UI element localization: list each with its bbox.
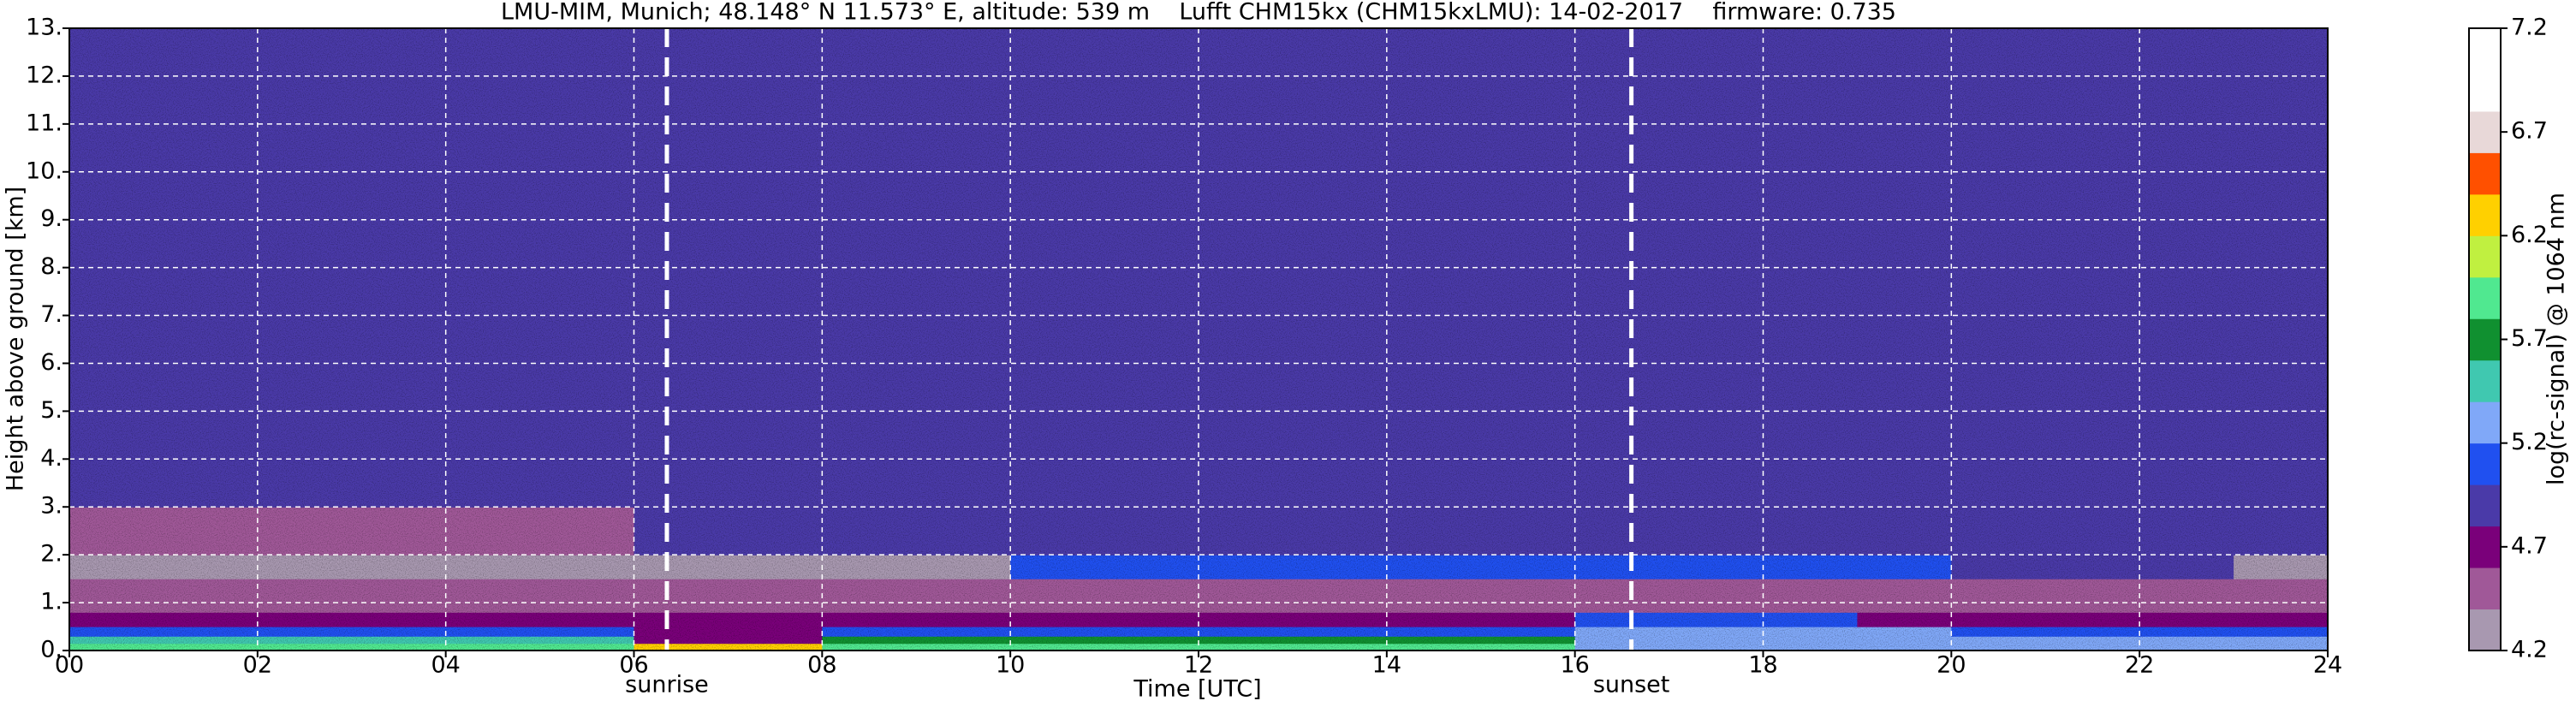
colorbar-tick-label: 4.2 <box>2511 637 2548 663</box>
y-tick-label: 0. <box>40 637 62 663</box>
annotation-label: sunrise <box>625 672 709 698</box>
y-tick-label: 5. <box>40 397 62 424</box>
colorbar-segment <box>2469 193 2501 236</box>
colorbar-segment <box>2469 110 2501 153</box>
y-tick-label: 2. <box>40 541 62 567</box>
colorbar-tick-label: 5.2 <box>2511 429 2548 455</box>
x-axis-label: Time [UTC] <box>1133 676 1261 703</box>
colorbar-segment <box>2469 276 2501 319</box>
colorbar-tick-label: 4.7 <box>2511 532 2548 559</box>
y-tick-label: 6. <box>40 349 62 376</box>
colorbar-segment <box>2469 359 2501 402</box>
y-tick-label: 13. <box>26 15 62 41</box>
y-axis-label: Height above ground [km] <box>3 187 29 491</box>
colorbar-tick-label: 5.7 <box>2511 325 2548 352</box>
plot-frame <box>68 27 2329 651</box>
colorbar-tick-label: 6.2 <box>2511 222 2548 248</box>
y-tick-label: 4. <box>40 445 62 472</box>
colorbar-segment <box>2469 609 2501 651</box>
colorbar-tick-label: 7.2 <box>2511 15 2548 41</box>
chart-title: LMU-MIM, Munich; 48.148° N 11.573° E, al… <box>501 0 1896 26</box>
y-tick-label: 9. <box>40 205 62 232</box>
colorbar-segment <box>2469 401 2501 444</box>
colorbar-segment <box>2469 152 2501 195</box>
y-tick-label: 8. <box>40 253 62 280</box>
y-tick-label: 1. <box>40 589 62 615</box>
y-tick-label: 12. <box>26 62 62 88</box>
colorbar-segment <box>2469 235 2501 278</box>
colorbar-segment <box>2469 526 2501 568</box>
annotation-label: sunset <box>1593 672 1670 698</box>
colorbar-segment <box>2469 69 2501 112</box>
y-tick-label: 7. <box>40 301 62 328</box>
y-tick-label: 11. <box>26 110 62 136</box>
colorbar-segment <box>2469 28 2501 70</box>
colorbar-segment <box>2469 484 2501 527</box>
overlay: 0.1.2.3.4.5.6.7.8.9.10.11.12.13.00 02 04 06… <box>26 15 2548 698</box>
y-tick-label: 3. <box>40 493 62 520</box>
y-tick-label: 10. <box>26 157 62 184</box>
colorbar-label: log(rc-signal) @ 1064 nm <box>2543 193 2570 485</box>
colorbar-segment <box>2469 443 2501 485</box>
colorbar-segment <box>2469 567 2501 610</box>
colorbar-segment <box>2469 318 2501 361</box>
colorbar-tick-label: 6.7 <box>2511 118 2548 145</box>
